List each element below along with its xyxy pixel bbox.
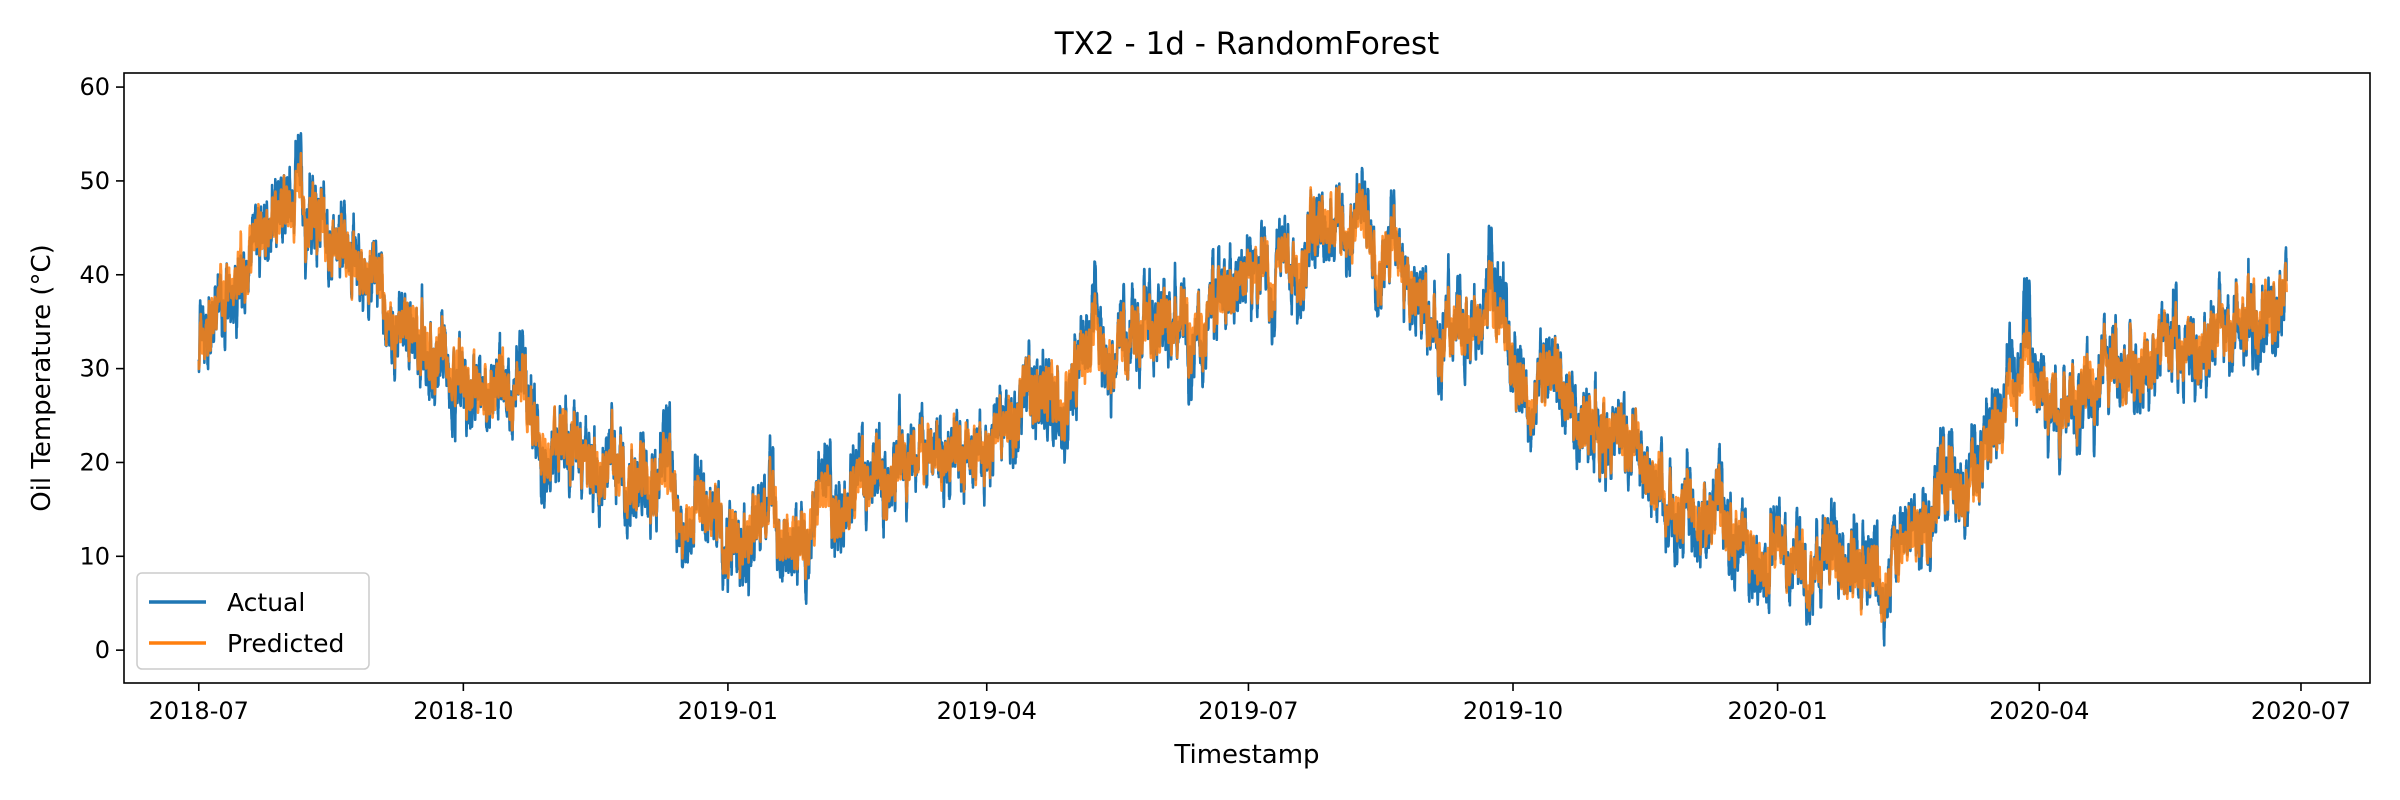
- y-tick-label: 30: [79, 355, 110, 383]
- x-tick-label: 2020-04: [1989, 697, 2089, 725]
- legend-box: [136, 572, 370, 670]
- y-axis: 0 10 20 30 40 50 60: [79, 73, 124, 664]
- y-tick-label: 40: [79, 261, 110, 289]
- plot-area: [197, 132, 2288, 647]
- x-tick-label: 2019-01: [678, 697, 778, 725]
- legend-label-actual: Actual: [227, 588, 305, 617]
- y-tick-label: 20: [79, 448, 110, 476]
- x-tick-label: 2019-10: [1463, 697, 1563, 725]
- chart-title: TX2 - 1d - RandomForest: [1054, 26, 1440, 62]
- x-tick-label: 2019-07: [1198, 697, 1298, 725]
- x-tick-label: 2020-07: [2251, 697, 2351, 725]
- x-axis: 2018-07 2018-10 2019-01 2019-04 2019-07 2019-…: [149, 683, 2351, 725]
- axes-frame: [123, 72, 2371, 684]
- legend: Actual Predicted: [136, 572, 370, 670]
- y-tick-label: 50: [79, 167, 110, 195]
- series-line-predicted: [197, 151, 2288, 623]
- series-line-actual: [197, 132, 2288, 647]
- y-axis-label: Oil Temperature (°C): [27, 244, 57, 512]
- x-tick-label: 2018-10: [413, 697, 513, 725]
- y-tick-label: 10: [79, 542, 110, 570]
- x-tick-label: 2019-04: [937, 697, 1037, 725]
- legend-label-predicted: Predicted: [227, 629, 344, 658]
- y-tick-label: 0: [95, 636, 110, 664]
- y-tick-label: 60: [79, 73, 110, 101]
- x-tick-label: 2018-07: [149, 697, 249, 725]
- x-axis-label: Timestamp: [1173, 740, 1319, 770]
- x-tick-label: 2020-01: [1727, 697, 1827, 725]
